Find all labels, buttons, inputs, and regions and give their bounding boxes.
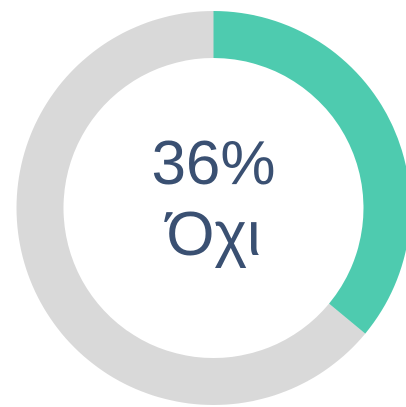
slice-value [213, 11, 406, 334]
slice-remaining [16, 11, 366, 405]
